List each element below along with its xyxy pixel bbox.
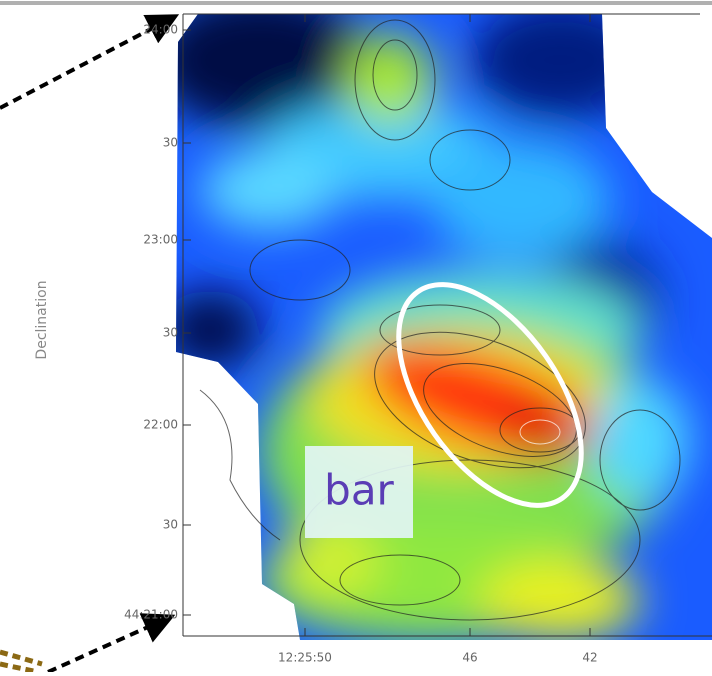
pointer-brown [0, 652, 42, 672]
pointer-arrow-bottom [48, 618, 168, 672]
figure: Declination bar 24:00 30 23:00 30 22:00 30 44:… [0, 0, 712, 672]
x-tick-label: 42 [582, 651, 597, 665]
y-axis-label: Declination [34, 280, 50, 359]
annotation-text: bar [324, 466, 394, 515]
intensity-map [150, 0, 712, 645]
y-tick-label: 44:21:00 [124, 608, 178, 622]
y-tick-label: 22:00 [143, 418, 178, 432]
y-tick-label: 30 [163, 518, 178, 532]
x-tick-label: 12:25:50 [278, 651, 332, 665]
y-tick-label: 23:00 [143, 233, 178, 247]
x-tick-label: 46 [462, 651, 477, 665]
y-tick-label: 30 [163, 136, 178, 150]
y-tick-label: 30 [163, 326, 178, 340]
y-tick-label: 24:00 [143, 23, 178, 37]
